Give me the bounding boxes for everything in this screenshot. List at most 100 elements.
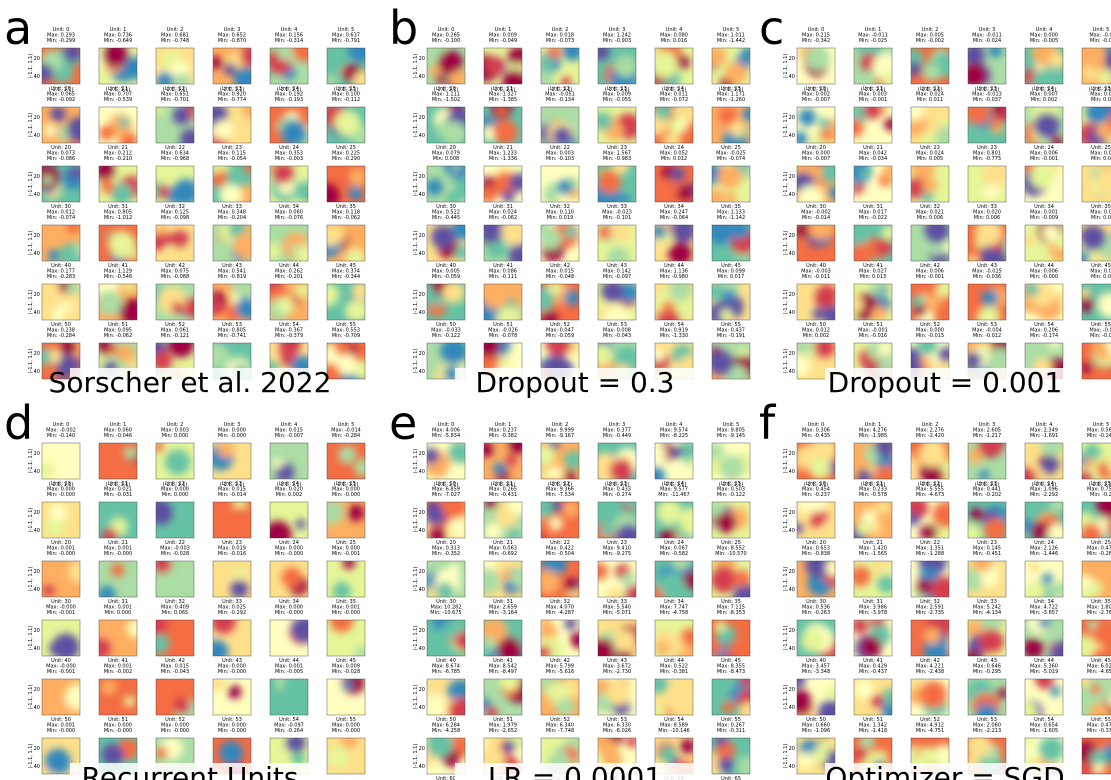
- tile-min: Min: -0.983: [603, 156, 631, 162]
- heatmap-blob: [968, 523, 983, 538]
- tile-unit: Unit: 2: [552, 27, 569, 33]
- tile-unit: Unit: 24: [664, 145, 684, 151]
- heatmap-blobs: [156, 443, 191, 475]
- heatmap-blobs: [598, 562, 636, 597]
- heatmap-blobs: [50, 683, 80, 713]
- heatmap-blob: [1025, 638, 1044, 656]
- tile-unit: Unit: 15: [1091, 86, 1111, 92]
- tile-min: Min: -0.775: [973, 156, 1001, 162]
- heatmap: [270, 561, 308, 597]
- heatmap-blob: [100, 179, 115, 195]
- tile-max: Max: 0.553: [332, 328, 360, 334]
- y-tick-label: 40: [419, 587, 425, 593]
- heatmap: [42, 561, 80, 597]
- heatmap-blob: [1091, 684, 1102, 695]
- tile-unit: Unit: 21: [863, 145, 883, 151]
- tile-max: Max: 0.025: [218, 605, 246, 611]
- y-tick-label: 20: [34, 628, 40, 634]
- heatmap: [270, 48, 308, 84]
- tile-min: Min: 0.006: [917, 215, 943, 221]
- heatmap-blob: [606, 587, 624, 597]
- tile-min: Min: -0.210: [104, 156, 132, 162]
- tile-unit: Unit: 23: [977, 145, 997, 151]
- heatmap: [427, 166, 465, 202]
- heatmap-blob: [123, 56, 137, 80]
- tile-max: Max: 0.536: [802, 605, 830, 611]
- y-tick-label: 40: [789, 310, 795, 316]
- tile-min: Min: -0.012: [973, 333, 1001, 339]
- heatmap-frame: [597, 501, 637, 539]
- y-tick-label: 40: [34, 251, 40, 257]
- heatmap-frame: [1081, 560, 1111, 598]
- tile-max: Max: 0.015: [546, 269, 574, 275]
- heatmap-blob: [854, 620, 869, 634]
- heatmap-blob: [448, 562, 461, 575]
- heatmap-blob: [66, 284, 80, 296]
- tile-max: Max: 0.522: [432, 210, 460, 216]
- heatmap-frame: [41, 224, 81, 262]
- tile-min: Min: -6.785: [432, 669, 460, 675]
- heatmap: [911, 48, 949, 84]
- heatmap-blob: [49, 640, 65, 656]
- heatmap: [42, 48, 80, 84]
- heatmap-blob: [219, 183, 243, 202]
- tile-unit: Unit: 54: [1034, 322, 1054, 328]
- heatmap-frame: [98, 619, 138, 657]
- heatmap-blob: [671, 446, 684, 459]
- tile-max: Max: 2.659: [489, 605, 517, 611]
- tile-unit: Unit: 54: [1034, 717, 1054, 723]
- heatmap-blob: [859, 738, 875, 749]
- heatmap-frame: [212, 47, 252, 85]
- heatmap: [541, 166, 579, 202]
- tile-unit: Unit: 11: [863, 86, 883, 92]
- heatmap-blob: [1108, 695, 1111, 707]
- tile-max: Max: 0.000: [332, 487, 360, 493]
- heatmap-blob: [545, 343, 572, 357]
- caption-bg: [455, 368, 695, 398]
- tile-max: Max: -0.033: [431, 328, 461, 334]
- heatmap-blobs: [99, 284, 137, 320]
- tile-max: Max: 0.017: [859, 210, 887, 216]
- heatmap-blob: [712, 566, 738, 593]
- heatmap-frame: [326, 737, 366, 775]
- heatmap-blob: [911, 247, 928, 261]
- heatmap-blob: [42, 348, 52, 367]
- tile-unit: Unit: 4: [281, 422, 298, 428]
- x-axis-label: (-1.1, 1.1): [334, 87, 359, 93]
- heatmap-frame: [654, 501, 694, 539]
- y-tick-label: 40: [789, 133, 795, 139]
- tile-max: Max: -0.015: [972, 269, 1002, 275]
- heatmap-blobs: [1025, 166, 1063, 199]
- x-axis-label: (-1.1, 1.1): [434, 482, 459, 488]
- y-tick-label: 40: [34, 74, 40, 80]
- heatmap: [1025, 48, 1063, 84]
- heatmap-blobs: [327, 343, 365, 379]
- tile-unit: Unit: 12: [920, 86, 940, 92]
- tile-unit: Unit: 41: [108, 263, 128, 269]
- tile-max: Max: 0.156: [275, 33, 303, 39]
- heatmap-frame: [483, 47, 523, 85]
- tile-unit: Unit: 5: [1093, 422, 1110, 428]
- y-axis-label: (-1.1, 1.1): [413, 685, 419, 710]
- tile-min: Min: -0.016: [218, 551, 246, 557]
- tile-min: Min: -1.418: [859, 728, 887, 734]
- heatmap-frame: [269, 224, 309, 262]
- heatmap-blob: [713, 679, 736, 695]
- heatmap-blob: [1108, 458, 1111, 472]
- tile-max: Max: 1.096: [1030, 487, 1058, 493]
- heatmap-blob: [729, 121, 746, 137]
- heatmap-frame: [1081, 165, 1111, 203]
- heatmap-frame: [910, 106, 950, 144]
- heatmap-frame: [910, 560, 950, 598]
- heatmap-blob: [988, 48, 1003, 58]
- tile-unit: Unit: 53: [977, 717, 997, 723]
- y-tick-label: 40: [789, 646, 795, 652]
- heatmap: [797, 620, 835, 656]
- tile-min: Min: 0.006: [974, 215, 1000, 221]
- tile-unit: Unit: 45: [1091, 263, 1111, 269]
- tile-unit: Unit: 22: [165, 540, 185, 546]
- tile-max: Max: -0.025: [716, 151, 746, 157]
- heatmap-blob: [327, 74, 338, 84]
- heatmap-blob: [981, 289, 999, 307]
- heatmap-blobs: [42, 561, 80, 597]
